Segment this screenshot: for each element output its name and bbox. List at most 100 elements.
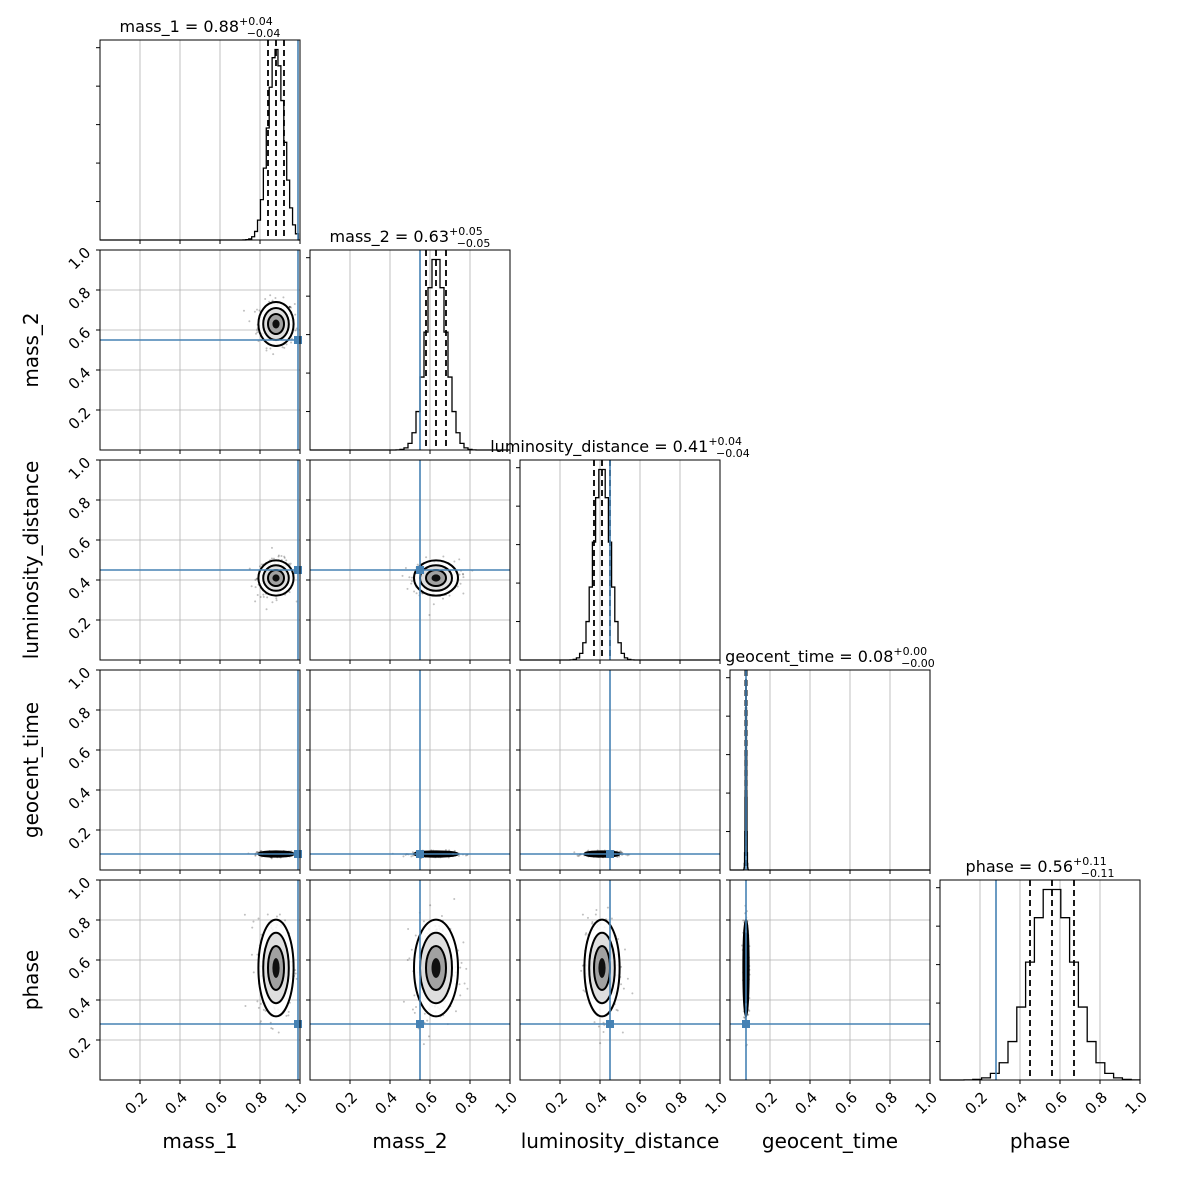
panel-luminosity_distance-luminosity_distance: luminosity_distance = 0.41+0.04 −0.04 bbox=[490, 435, 750, 664]
panel-frame bbox=[309, 669, 511, 871]
sample-point bbox=[272, 557, 275, 560]
x-tick-label: 0.8 bbox=[241, 1088, 271, 1118]
sample-point bbox=[410, 855, 413, 858]
panel-frame bbox=[519, 879, 721, 1081]
sample-point bbox=[422, 1043, 425, 1046]
sample-point bbox=[456, 585, 459, 588]
sample-point bbox=[453, 897, 456, 900]
sample-point bbox=[265, 349, 268, 352]
sample-point bbox=[411, 851, 414, 854]
sample-point bbox=[416, 563, 419, 566]
sample-point bbox=[581, 964, 584, 967]
sample-point bbox=[275, 597, 278, 600]
sample-point bbox=[285, 1014, 288, 1017]
sample-point bbox=[581, 913, 584, 916]
y-tick-label: 0.2 bbox=[65, 404, 95, 434]
sample-point bbox=[457, 854, 460, 857]
sample-point bbox=[577, 855, 580, 858]
panel-mass_1-phase: 0.2 0.4 0.6 0.8 1.0 0.2 0.4 0.6 0.8 1.0 bbox=[65, 874, 311, 1118]
truth-marker bbox=[294, 1020, 302, 1028]
sample-point bbox=[585, 932, 588, 935]
y-tick-label: 0.4 bbox=[65, 364, 95, 394]
histogram bbox=[730, 678, 930, 871]
y-tick-label: 0.6 bbox=[65, 324, 95, 354]
panel-geocent_time-phase: 0.2 0.4 0.6 0.8 1.0 bbox=[726, 879, 941, 1118]
sample-point bbox=[458, 573, 461, 576]
sample-point bbox=[591, 921, 594, 924]
sample-point bbox=[287, 1014, 290, 1017]
sample-point bbox=[290, 337, 293, 340]
y-axis-label: mass_2 bbox=[19, 312, 43, 387]
y-tick-label: 0.2 bbox=[65, 824, 95, 854]
panel-title: geocent_time = 0.08+0.00 −0.00 bbox=[725, 645, 935, 670]
sample-point bbox=[264, 1009, 267, 1012]
title-value: mass_2 = 0.63 bbox=[330, 227, 449, 247]
sample-point bbox=[466, 987, 469, 990]
x-tick-label: 0.2 bbox=[121, 1088, 151, 1118]
sample-point bbox=[270, 1027, 273, 1030]
contour-line bbox=[257, 301, 295, 347]
y-tick-label: 0.4 bbox=[65, 994, 95, 1024]
sample-point bbox=[290, 306, 293, 309]
panel-frame bbox=[519, 459, 721, 661]
panel-frame bbox=[99, 459, 301, 661]
y-tick-label: 1.0 bbox=[65, 664, 95, 694]
sample-point bbox=[623, 948, 626, 951]
x-axis-label: phase bbox=[1010, 1129, 1070, 1153]
sample-point bbox=[277, 1031, 280, 1034]
sample-point bbox=[464, 854, 467, 857]
sample-point bbox=[586, 916, 589, 919]
x-tick-label: 0.8 bbox=[661, 1088, 691, 1118]
sample-point bbox=[423, 1012, 426, 1015]
sample-point bbox=[288, 591, 291, 594]
sample-point bbox=[288, 305, 291, 308]
sample-point bbox=[444, 848, 447, 851]
panel-luminosity_distance-geocent_time bbox=[516, 669, 721, 874]
sample-point bbox=[748, 1009, 751, 1012]
sample-point bbox=[594, 913, 597, 916]
sample-point bbox=[277, 555, 280, 558]
sample-point bbox=[262, 593, 265, 596]
sample-point bbox=[253, 310, 256, 313]
sample-point bbox=[256, 594, 259, 597]
density-level bbox=[598, 958, 606, 978]
sample-point bbox=[407, 927, 410, 930]
x-tick-label: 0.8 bbox=[871, 1088, 901, 1118]
contour-line bbox=[583, 918, 621, 1018]
sample-point bbox=[281, 346, 284, 349]
panel-mass_2-geocent_time bbox=[306, 669, 511, 874]
sample-point bbox=[422, 920, 425, 923]
title-upper-error: +0.04 bbox=[239, 15, 273, 28]
contour-line bbox=[262, 931, 290, 1005]
panel-frame bbox=[99, 669, 301, 871]
sample-point bbox=[257, 917, 260, 920]
sample-point bbox=[257, 1006, 260, 1009]
sample-point bbox=[294, 329, 297, 332]
sample-point bbox=[285, 343, 288, 346]
sample-point bbox=[256, 331, 259, 334]
density-level bbox=[431, 958, 441, 978]
histogram bbox=[520, 468, 720, 661]
x-axis-label: mass_1 bbox=[162, 1129, 237, 1153]
sample-point bbox=[408, 957, 411, 960]
truth-marker bbox=[416, 566, 424, 574]
y-tick-label: 0.6 bbox=[65, 744, 95, 774]
sample-point bbox=[269, 347, 272, 350]
sample-point bbox=[591, 922, 594, 925]
panel-frame bbox=[99, 249, 301, 451]
truth-marker bbox=[742, 1020, 750, 1028]
contour-line bbox=[257, 918, 295, 1018]
sample-point bbox=[251, 926, 254, 929]
sample-point bbox=[429, 904, 432, 907]
sample-point bbox=[615, 1008, 618, 1011]
y-tick-label: 1.0 bbox=[65, 454, 95, 484]
title-value: mass_1 = 0.88 bbox=[120, 17, 239, 37]
sample-point bbox=[618, 855, 621, 858]
title-upper-error: +0.00 bbox=[893, 645, 927, 658]
sample-point bbox=[620, 983, 623, 986]
panel-mass_2-luminosity_distance bbox=[306, 459, 511, 664]
y-tick-label: 1.0 bbox=[65, 244, 95, 274]
sample-point bbox=[248, 567, 251, 570]
sample-point bbox=[610, 917, 613, 920]
x-tick-label: 1.0 bbox=[1121, 1088, 1151, 1118]
